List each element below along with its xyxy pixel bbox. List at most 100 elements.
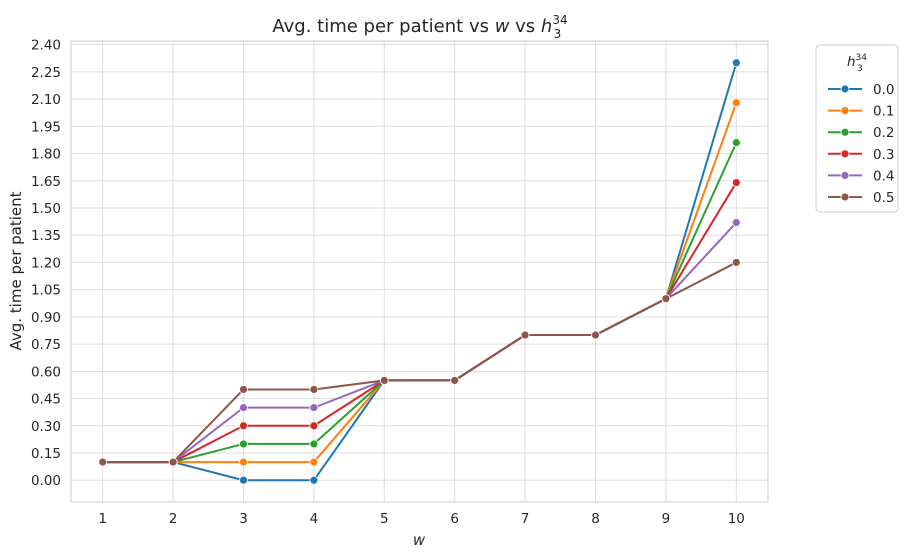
y-tick-label: 1.20 — [31, 255, 61, 271]
series-line — [102, 182, 738, 464]
y-tick-label: 1.05 — [31, 283, 61, 299]
chart-title: Avg. time per patient vs w vs h34 3 — [272, 13, 567, 41]
data-point — [731, 138, 741, 148]
data-point — [591, 330, 600, 340]
x-tick-label: 4 — [310, 511, 319, 527]
series-0.3 — [98, 178, 741, 467]
data-point — [239, 475, 248, 485]
data-point — [661, 294, 671, 304]
chart-title-middle: vs — [509, 16, 540, 37]
y-tick-label: 0.60 — [31, 364, 61, 380]
legend-label: 0.2 — [873, 125, 894, 141]
x-tick-label: 10 — [728, 511, 745, 527]
legend-item: 0.1 — [828, 104, 894, 120]
data-point — [731, 178, 741, 187]
x-tick-label: 2 — [169, 511, 178, 527]
y-tick-label: 0.30 — [31, 419, 61, 435]
axes: 0.00 0.15 0.30 0.45 0.60 0.75 0.90 1.05 1.20 1.35… — [31, 38, 769, 527]
series-0.2 — [98, 138, 741, 467]
legend-title-h: h — [847, 54, 856, 70]
legend-swatch-marker — [840, 192, 850, 202]
data-point — [731, 258, 741, 267]
legend-label: 0.1 — [873, 104, 894, 120]
chart-title-x-symbol: w — [495, 16, 510, 37]
legend: h34 3 0.0 0.1 0.2 0.3 0.4 0.5 — [815, 44, 899, 213]
x-tick-label: 5 — [380, 511, 389, 527]
legend-title-sub: 3 — [857, 64, 863, 74]
y-tick-label: 0.75 — [31, 337, 61, 353]
legend-label: 0.5 — [873, 190, 894, 206]
legend-label: 0.4 — [873, 168, 894, 184]
legend-swatch-marker — [840, 170, 850, 180]
chart-title-h-sub: 3 — [554, 27, 562, 41]
y-tick-label: 0.00 — [31, 473, 61, 489]
legend-item: 0.5 — [828, 190, 894, 206]
x-tick-label: 6 — [450, 511, 459, 527]
y-tick-label: 1.80 — [31, 147, 61, 163]
y-tick-label: 2.25 — [31, 65, 61, 81]
legend-label: 0.0 — [873, 82, 894, 98]
data-point — [309, 439, 319, 449]
legend-swatch-marker — [840, 84, 850, 94]
data-point — [309, 403, 319, 413]
series-line — [102, 142, 738, 464]
data-point — [239, 457, 248, 467]
x-tick-label: 7 — [521, 511, 530, 527]
chart-title-h-symbol: h — [541, 16, 552, 37]
x-tick-label: 3 — [239, 511, 248, 527]
data-point — [450, 375, 460, 385]
x-tick-label: 8 — [591, 511, 600, 527]
plot-frame — [70, 40, 769, 503]
legend-item: 0.3 — [828, 147, 894, 163]
x-tick-label: 9 — [662, 511, 671, 527]
chart-title-prefix: Avg. time per patient vs — [272, 16, 494, 37]
series-layer — [98, 58, 741, 485]
data-point — [309, 457, 319, 467]
data-point — [239, 421, 248, 431]
legend-item: 0.2 — [828, 125, 894, 141]
data-point — [168, 457, 178, 467]
legend-item: 0.4 — [828, 168, 894, 184]
data-point — [309, 385, 319, 394]
data-point — [98, 457, 108, 467]
data-point — [731, 218, 741, 227]
legend-swatch-marker — [840, 127, 850, 137]
legend-label: 0.3 — [873, 147, 894, 163]
y-tick-label: 1.65 — [31, 174, 61, 190]
legend-item: 0.0 — [828, 82, 894, 98]
legend-swatch-marker — [840, 149, 850, 159]
legend-swatch-marker — [840, 106, 850, 115]
data-point — [731, 58, 741, 68]
y-tick-label: 0.45 — [31, 392, 61, 408]
y-tick-label: 0.15 — [31, 446, 61, 462]
y-tick-label: 0.90 — [31, 310, 61, 326]
legend-items: 0.0 0.1 0.2 0.3 0.4 0.5 — [828, 82, 894, 206]
data-point — [520, 330, 530, 340]
legend-title-sup: 34 — [856, 53, 868, 63]
series-line — [102, 261, 737, 464]
y-tick-label: 2.10 — [31, 92, 61, 108]
series-0.4 — [98, 218, 741, 467]
y-tick-label: 1.35 — [31, 228, 61, 244]
series-line — [102, 62, 738, 482]
series-0.0 — [98, 58, 741, 485]
y-axis-title: Avg. time per patient — [7, 191, 25, 350]
legend-frame — [815, 44, 899, 213]
grid — [71, 41, 768, 502]
data-point — [239, 385, 248, 394]
data-point — [309, 421, 319, 431]
y-tick-label: 1.95 — [31, 119, 61, 135]
data-point — [239, 403, 248, 413]
data-point — [239, 439, 248, 449]
series-0.5 — [98, 258, 741, 467]
x-axis-title: w — [413, 531, 426, 549]
data-point — [379, 375, 389, 385]
data-point — [731, 98, 741, 108]
x-tick-label: 1 — [98, 511, 107, 527]
series-line — [102, 102, 738, 464]
chart-title-h-sup: 34 — [552, 13, 567, 27]
y-tick-label: 1.50 — [31, 201, 61, 217]
data-point — [309, 475, 319, 485]
